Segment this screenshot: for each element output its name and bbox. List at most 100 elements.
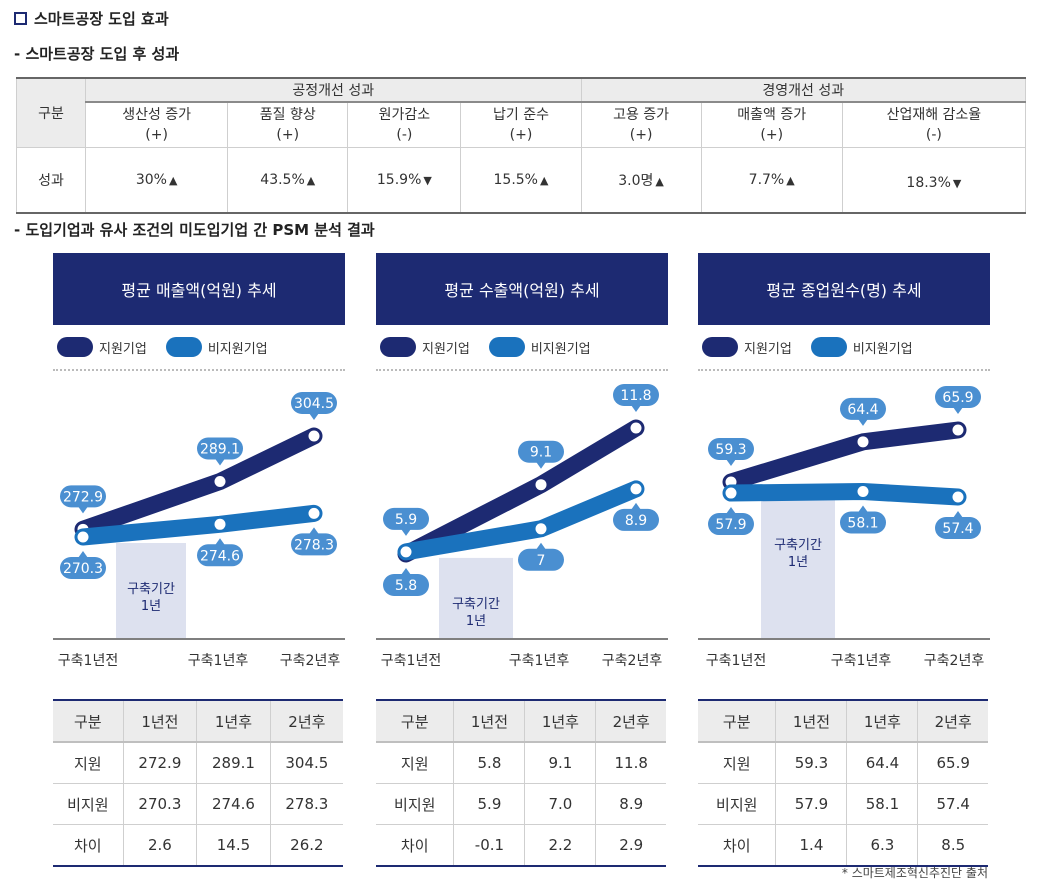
legend-swatch: [380, 337, 416, 357]
data-label-bubble: [935, 517, 981, 539]
perf-col-name: 품질 향상: [259, 107, 316, 123]
table-cell: 274.6: [196, 783, 271, 825]
data-point: [535, 523, 547, 535]
data-label-pointer: [631, 405, 641, 412]
data-label-text: 272.9: [63, 489, 103, 505]
table-cell: 비지원: [698, 783, 776, 825]
table-cell: 7.0: [524, 783, 596, 825]
table-row: 지원 59.3 64.4 65.9: [698, 742, 988, 784]
data-label: 274.6: [197, 538, 243, 567]
data-point: [400, 546, 412, 558]
data-label-pointer: [536, 542, 546, 550]
up-triangle-icon: ▲: [786, 174, 795, 187]
perf-value-text: 7.7%: [748, 172, 785, 188]
data-label-text: 57.9: [715, 517, 746, 533]
data-label: 64.4: [840, 397, 886, 426]
table-cell: 차이: [376, 824, 454, 867]
table-cell: 58.1: [846, 783, 918, 825]
data-label-bubble: [197, 437, 243, 460]
x-tick-label: 구축1년후: [509, 653, 570, 669]
build-period-label: 1년: [141, 599, 161, 614]
data-label-pointer: [401, 528, 411, 536]
row-header: 구분: [15, 77, 87, 148]
x-tick-label: 구축1년전: [58, 653, 118, 669]
legend-unsupported: 비지원기업: [488, 337, 591, 357]
perf-col-header: 생산성 증가 (+): [85, 101, 229, 148]
data-label: 8.9: [613, 502, 659, 531]
up-triangle-icon: ▲: [168, 174, 178, 187]
legend-label: 비지원기업: [530, 341, 591, 357]
data-label-bubble: [197, 544, 243, 567]
build-period-shade: [439, 557, 513, 638]
perf-col-sign: (+): [629, 127, 653, 143]
perf-col-name: 납기 준수: [492, 107, 549, 123]
line-chart: 구축기간 1년 59.3 64.4 65.9 57.9 58.1 57.4 구축1년전 구축1년후…: [698, 386, 990, 669]
group-process: 공정개선 성과: [85, 77, 582, 103]
data-label-text: 5.8: [395, 578, 417, 594]
legend-supported: 지원기업: [380, 337, 470, 357]
data-label-pointer: [953, 511, 963, 518]
perf-col-sign: (+): [276, 127, 300, 143]
table-cell: 지원: [698, 742, 776, 784]
perf-col-name: 원가감소: [378, 107, 431, 123]
data-label-pointer: [858, 505, 868, 513]
up-triangle-icon: ▲: [539, 174, 549, 187]
legend-label: 비지원기업: [207, 341, 268, 357]
chart-legend: 지원기업 비지원기업: [702, 337, 913, 357]
chart-data-table: 구분 1년전 1년후 2년후 지원 59.3 64.4 65.9 비지원 57.9 58.1 57.4…: [698, 699, 988, 867]
data-label-pointer: [78, 506, 88, 514]
up-triangle-icon: ▲: [306, 174, 316, 187]
build-period-label: 구축기간: [452, 597, 500, 612]
table-cell: 2.2: [524, 824, 596, 867]
data-label: 289.1: [197, 437, 243, 466]
perf-value-text: 18.3%: [906, 175, 951, 191]
section1-title: - 스마트공장 도입 후 성과: [14, 45, 180, 63]
data-label: 304.5: [291, 392, 337, 420]
data-label-text: 8.9: [625, 513, 647, 529]
data-label: 11.8: [613, 384, 659, 412]
table-cell: 272.9: [122, 742, 197, 784]
data-point: [214, 518, 226, 530]
x-tick-label: 구축2년후: [602, 653, 663, 669]
table-cell: 2.9: [595, 824, 666, 867]
perf-col-header: 산업재해 감소율 (-): [841, 101, 1027, 148]
data-label-bubble: [518, 440, 564, 463]
table-cell: 278.3: [269, 783, 343, 825]
data-label-pointer: [309, 527, 319, 535]
data-label: 5.9: [383, 507, 429, 536]
x-tick-label: 구축2년후: [924, 653, 985, 669]
data-label-pointer: [858, 418, 868, 426]
perf-col-sign: (+): [509, 127, 533, 143]
legend-swatch: [702, 337, 738, 357]
legend-supported: 지원기업: [702, 337, 792, 357]
table-cell: 57.9: [775, 783, 847, 825]
perf-value-text: 30%: [135, 172, 167, 188]
chart-title: 평균 종업원수(명) 추세: [698, 253, 990, 325]
build-period-label: 구축기간: [774, 538, 822, 553]
perf-col-header: 납기 준수 (+): [460, 101, 582, 148]
table-header-cell: 1년후: [524, 699, 596, 743]
data-label-text: 58.1: [847, 515, 878, 531]
data-point: [857, 485, 869, 497]
data-point: [77, 531, 89, 543]
data-label-text: 64.4: [847, 402, 878, 418]
data-label-bubble: [60, 485, 106, 508]
build-period-label: 1년: [788, 555, 808, 570]
table-header-cell: 1년후: [196, 699, 271, 743]
perf-col-sign: (-): [925, 127, 942, 143]
table-header-cell: 구분: [698, 699, 776, 743]
x-tick-label: 구축2년후: [280, 653, 341, 669]
perf-value: 15.5% ▲: [460, 147, 582, 214]
perf-value: 30% ▲: [85, 147, 229, 214]
table-cell: 270.3: [122, 783, 197, 825]
data-label: 59.3: [708, 438, 754, 467]
legend-label: 비지원기업: [852, 341, 913, 357]
data-label-text: 304.5: [294, 396, 334, 412]
perf-col-name: 산업재해 감소율: [886, 107, 982, 123]
table-cell: 차이: [53, 824, 124, 867]
table-cell: 5.8: [453, 742, 525, 784]
x-tick-label: 구축1년후: [831, 653, 892, 669]
table-cell: 지원: [376, 742, 454, 784]
table-row: 비지원 270.3 274.6 278.3: [53, 783, 343, 825]
dotted-divider: [376, 369, 668, 371]
